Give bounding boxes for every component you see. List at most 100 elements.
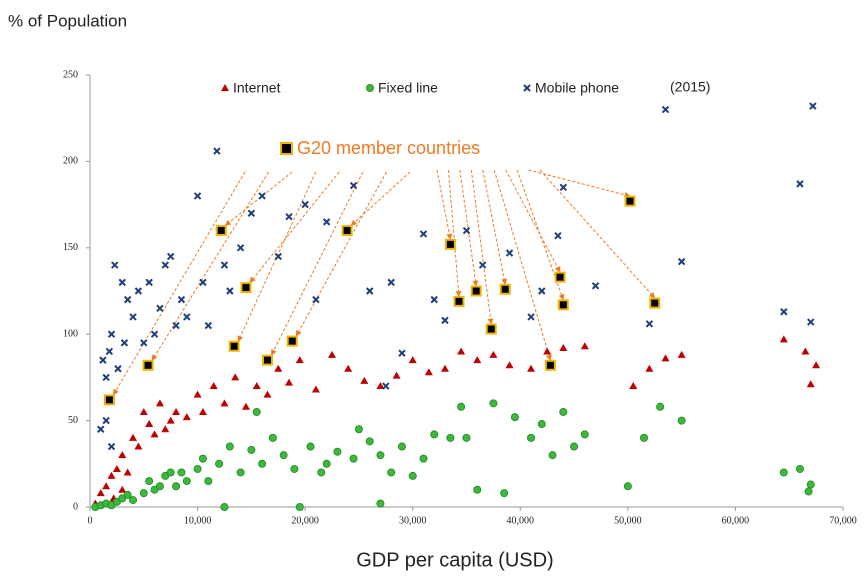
fixed-line-point <box>155 482 164 491</box>
internet-point <box>252 382 261 390</box>
mobile-point <box>274 252 282 261</box>
mobile-point <box>145 278 153 287</box>
series-2 <box>97 102 817 451</box>
series-0 <box>91 335 821 507</box>
g20-arrow <box>112 171 246 396</box>
internet-point <box>263 390 272 398</box>
g20-arrow <box>271 171 364 356</box>
g20-arrow <box>539 169 656 299</box>
fixed-line-point <box>365 437 374 446</box>
internet-point <box>172 407 181 415</box>
y-tick-label: 150 <box>63 242 78 253</box>
internet-point <box>812 361 821 369</box>
fixed-line-point <box>322 459 331 468</box>
mobile-point <box>105 347 114 356</box>
mobile-point <box>247 209 256 217</box>
internet-point <box>102 482 111 490</box>
fixed-line-point <box>139 489 148 498</box>
internet-point <box>328 350 337 358</box>
g20-point <box>470 285 482 297</box>
g20-key <box>280 142 293 155</box>
mobile-point <box>97 425 105 433</box>
mobile-point <box>462 226 471 235</box>
internet-point <box>241 402 250 410</box>
internet-point <box>559 344 568 352</box>
y-tick-label: 50 <box>68 415 78 426</box>
fixed-line-point <box>306 442 315 451</box>
fixed-line-point <box>462 433 471 442</box>
x-tick-label: 40,000 <box>507 515 535 526</box>
mobile-point <box>387 278 395 287</box>
mobile-point <box>382 382 390 390</box>
fixed-line-point <box>317 468 326 477</box>
mobile-point <box>99 356 107 364</box>
x-tick-label: 60,000 <box>722 515 750 526</box>
fixed-line-point <box>349 454 358 463</box>
g20-point <box>557 299 569 311</box>
fixed-line-point <box>123 490 132 499</box>
mobile-point <box>661 105 670 114</box>
internet-point <box>139 407 148 415</box>
fixed-line-point <box>656 402 665 411</box>
internet-point <box>129 433 138 441</box>
internet-point <box>182 413 191 421</box>
fixed-line-point <box>677 416 686 425</box>
mobile-point <box>807 318 815 326</box>
mobile-point <box>591 282 600 290</box>
x-tick-label: 10,000 <box>184 515 212 526</box>
x-axis-label: GDP per capita (USD) <box>356 549 553 571</box>
fixed-line-point <box>537 420 546 429</box>
internet-point <box>112 464 121 472</box>
mobile-point <box>161 261 170 269</box>
g20-arrow <box>482 169 508 285</box>
mobile-point <box>140 339 148 347</box>
fixed-line-point <box>806 480 815 489</box>
g20-arrow <box>528 169 631 198</box>
fixed-line-point <box>457 402 466 411</box>
legend-marker <box>221 84 229 91</box>
fixed-line-point <box>376 499 385 508</box>
internet-point <box>408 356 417 364</box>
internet-point <box>344 364 353 372</box>
fixed-line-point <box>387 468 396 477</box>
fixed-line-point <box>408 471 417 480</box>
g20-point <box>261 354 273 366</box>
g20-arrow <box>447 169 462 297</box>
g20-point <box>544 359 556 371</box>
internet-point <box>661 354 670 362</box>
internet-point <box>473 356 482 364</box>
fixed-line-point <box>290 464 299 473</box>
x-tick-label: 70,000 <box>829 515 857 526</box>
g20-point <box>444 238 456 250</box>
g20-arrow <box>237 171 317 342</box>
mobile-point <box>478 261 487 269</box>
g20-arrow <box>295 171 387 337</box>
g20-arrow <box>516 169 565 301</box>
internet-point <box>134 442 143 450</box>
internet-point <box>198 407 207 415</box>
fixed-line-point <box>295 502 304 511</box>
mobile-point <box>120 339 129 347</box>
g20-point <box>341 225 353 237</box>
internet-point <box>155 399 164 407</box>
internet-point <box>295 356 304 364</box>
mobile-point <box>538 287 546 295</box>
legend-label: Fixed line <box>378 80 438 96</box>
g20-point <box>103 394 115 406</box>
internet-point <box>527 364 536 372</box>
fixed-line-point <box>333 447 342 456</box>
g20-arrow <box>470 169 494 325</box>
internet-point <box>150 430 159 438</box>
mobile-point <box>809 102 817 110</box>
internet-point <box>231 373 240 381</box>
internet-point <box>543 347 552 355</box>
mobile-point <box>183 313 191 321</box>
fixed-line-point <box>500 489 509 498</box>
internet-point <box>392 371 401 379</box>
internet-point <box>376 382 385 390</box>
fixed-line-point <box>182 477 191 486</box>
fixed-line-point <box>268 433 277 442</box>
fixed-line-point <box>559 407 568 416</box>
g20-point <box>215 225 227 237</box>
